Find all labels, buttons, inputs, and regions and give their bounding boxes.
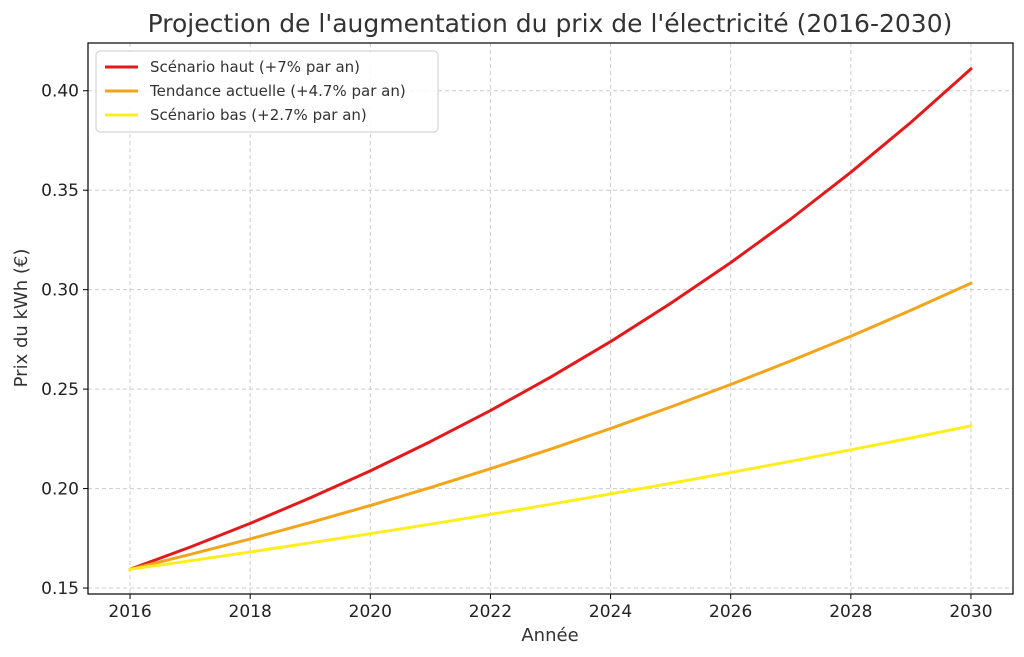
x-tick-label: 2028 <box>829 602 872 622</box>
y-tick-label: 0.30 <box>41 281 79 301</box>
x-tick-label: 2024 <box>589 602 632 622</box>
y-axis-label: Prix du kWh (€) <box>11 249 32 388</box>
series-line <box>128 281 973 571</box>
series-lines <box>128 67 973 571</box>
x-tick-label: 2020 <box>349 602 392 622</box>
series-line <box>128 424 973 571</box>
chart-title: Projection de l'augmentation du prix de … <box>148 9 953 38</box>
y-tick-label: 0.20 <box>41 480 79 500</box>
x-tick-label: 2018 <box>229 602 272 622</box>
series-line <box>128 67 973 571</box>
legend-label: Scénario bas (+2.7% par an) <box>150 106 367 124</box>
y-tick-label: 0.25 <box>41 380 79 400</box>
y-tick-label: 0.15 <box>41 579 79 599</box>
tick-labels: 2016 2018 2020 2022 2024 2026 2028 2030 0.15 0.20… <box>41 82 992 622</box>
legend-box <box>95 50 439 133</box>
x-axis-label: Année <box>521 625 578 646</box>
grid <box>88 43 1013 594</box>
legend-label: Tendance actuelle (+4.7% par an) <box>149 82 406 100</box>
legend-label: Scénario haut (+7% par an) <box>150 58 360 76</box>
legend: Scénario haut (+7% par an) Tendance actue… <box>95 50 439 133</box>
x-tick-label: 2030 <box>949 602 992 622</box>
x-tick-label: 2016 <box>108 602 151 622</box>
x-tick-label: 2026 <box>709 602 752 622</box>
y-tick-label: 0.40 <box>41 82 79 102</box>
axes <box>87 42 1014 595</box>
plot-frame <box>87 42 1014 595</box>
y-tick-label: 0.35 <box>41 181 79 201</box>
x-tick-label: 2022 <box>469 602 512 622</box>
